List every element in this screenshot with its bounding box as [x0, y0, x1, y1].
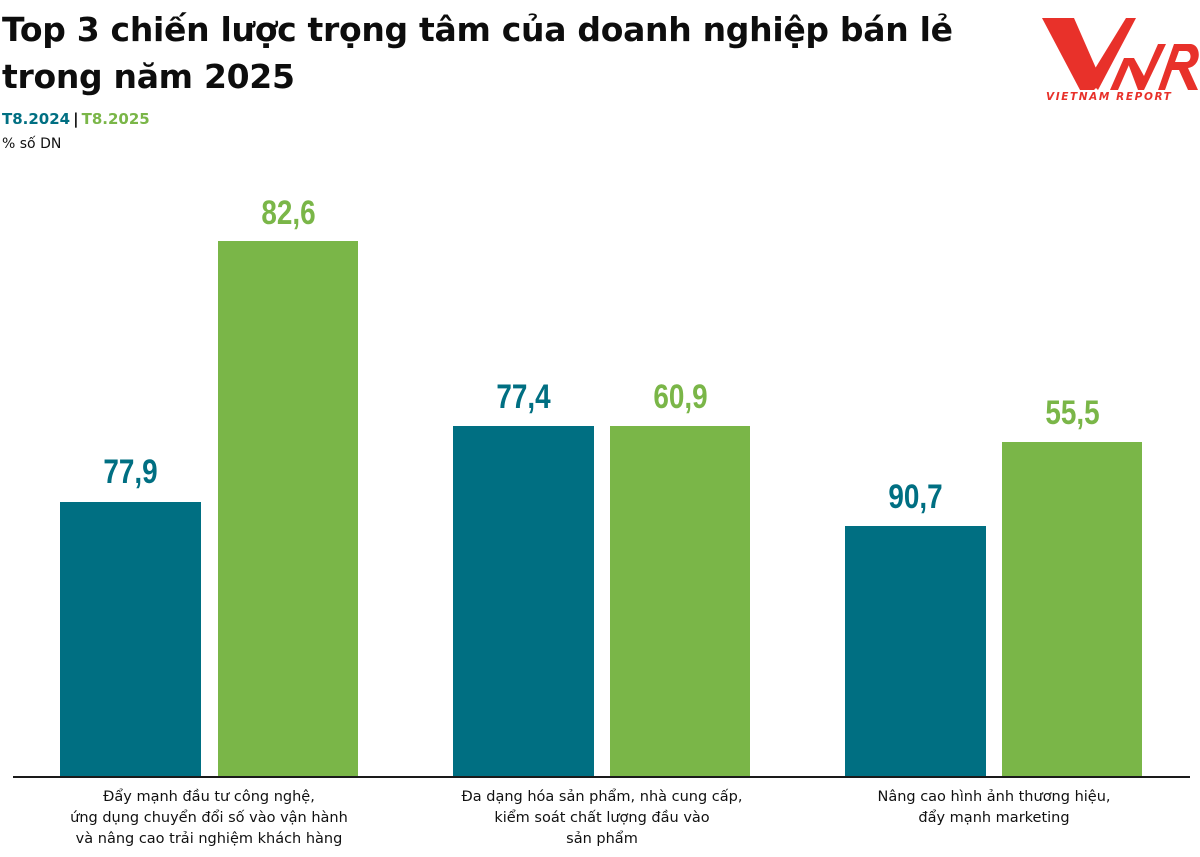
value-label-g3-2024: 90,7	[888, 478, 943, 516]
category-label-2: Đa dạng hóa sản phẩm, nhà cung cấp, kiểm…	[461, 789, 743, 847]
unit-label: % số DN	[2, 136, 62, 152]
category-label-3: Nâng cao hình ảnh thương hiệu, đẩy mạnh …	[877, 789, 1111, 826]
vnr-logo-icon	[1042, 18, 1199, 90]
x-axis-line	[13, 776, 1190, 778]
category-label-1: Đẩy mạnh đầu tư công nghệ, ứng dụng chuy…	[70, 789, 348, 847]
bar-g1-2025	[218, 241, 358, 776]
value-label-g1-2025: 82,6	[261, 194, 316, 232]
bar-g1-2024	[60, 502, 201, 776]
value-label-g3-2025: 55,5	[1045, 394, 1100, 432]
bar-g3-2025	[1002, 442, 1142, 776]
logo-text: VIETNAM REPORT	[1046, 91, 1173, 103]
chart-title: Top 3 chiến lược trọng tâm của doanh ngh…	[2, 10, 953, 96]
bar-g2-2024	[453, 426, 594, 776]
value-label-g2-2024: 77,4	[496, 378, 551, 416]
legend-series-2024: T8.2024	[2, 110, 71, 128]
bar-g3-2024	[845, 526, 986, 776]
bar-g2-2025	[610, 426, 750, 776]
value-label-g1-2024: 77,9	[103, 453, 158, 491]
value-label-g2-2025: 60,9	[653, 378, 708, 416]
legend-separator: |	[73, 110, 79, 128]
legend: T8.2024 | T8.2025	[2, 108, 150, 130]
legend-series-2025: T8.2025	[81, 110, 150, 128]
